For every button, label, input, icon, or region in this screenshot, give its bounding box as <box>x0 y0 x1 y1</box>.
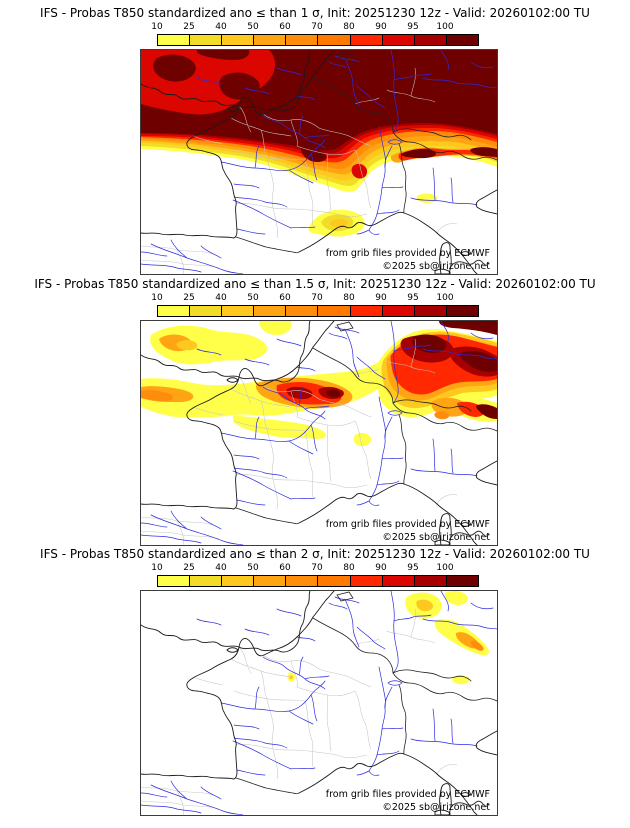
map-canvas <box>141 321 497 545</box>
colorbar-tick-label: 100 <box>436 563 454 573</box>
colorbar-segment <box>158 35 191 45</box>
colorbar-ticks: 10 25 40 50 60 70 80 90 95 100 <box>151 563 479 574</box>
colorbar-tick-label: 60 <box>279 563 291 573</box>
colorbar-segment <box>350 35 383 45</box>
probability-fill-1-5sigma <box>141 321 497 447</box>
panel-title: IFS - Probas T850 standardized ano ≤ tha… <box>40 6 590 20</box>
panel-title: IFS - Probas T850 standardized ano ≤ tha… <box>40 547 590 561</box>
email-scribble <box>453 530 489 537</box>
colorbar-segment <box>158 306 191 316</box>
colorbar-tick-label: 80 <box>343 293 355 303</box>
ecmwf-credit: from grib files provided by ECMWF <box>325 789 490 800</box>
colorbar-segment <box>414 35 447 45</box>
colorbar-tick-label: 90 <box>375 22 387 32</box>
colorbar-ticks: 10 25 40 50 60 70 80 90 95 100 <box>151 293 479 304</box>
colorbar-tick-label: 40 <box>215 22 227 32</box>
colorbar <box>157 575 479 587</box>
colorbar-tick-label: 90 <box>375 563 387 573</box>
colorbar-tick-label: 40 <box>215 563 227 573</box>
colorbar-segment <box>382 306 415 316</box>
colorbar-tick-label: 25 <box>183 563 195 573</box>
colorbar-tick-label: 25 <box>183 293 195 303</box>
colorbar-ticks: 10 25 40 50 60 70 80 90 95 100 <box>151 22 479 33</box>
colorbar-tick-label: 90 <box>375 293 387 303</box>
colorbar-segment <box>158 576 191 586</box>
probability-fill-2sigma <box>287 591 490 685</box>
colorbar-tick-label: 25 <box>183 22 195 32</box>
colorbar-segment <box>222 576 255 586</box>
colorbar-tick-label: 60 <box>279 293 291 303</box>
probability-map-1-5sigma: from grib files provided by ECMWF ©2025 … <box>140 320 498 546</box>
colorbar-segment <box>382 35 415 45</box>
colorbar-segment <box>382 576 415 586</box>
copyright-credit: ©2025 sb@irizone.net <box>382 532 490 543</box>
colorbar-segment <box>446 306 478 316</box>
ecmwf-credit: from grib files provided by ECMWF <box>325 519 490 530</box>
colorbar-segment <box>414 306 447 316</box>
colorbar-tick-label: 80 <box>343 563 355 573</box>
colorbar-segment <box>446 576 478 586</box>
colorbar-segment <box>286 576 319 586</box>
colorbar-segment <box>190 35 223 45</box>
colorbar-tick-label: 95 <box>407 563 419 573</box>
colorbar-segment <box>286 35 319 45</box>
colorbar-tick-label: 80 <box>343 22 355 32</box>
colorbar-segment <box>318 576 351 586</box>
colorbar-segment <box>318 35 351 45</box>
colorbar-tick-label: 70 <box>311 22 323 32</box>
probability-map-1sigma: from grib files provided by ECMWF ©2025 … <box>140 49 498 275</box>
colorbar-tick-label: 10 <box>151 563 163 573</box>
map-canvas <box>141 591 497 815</box>
colorbar-tick-label: 10 <box>151 22 163 32</box>
colorbar-tick-label: 100 <box>436 293 454 303</box>
colorbar-tick-label: 50 <box>247 563 259 573</box>
colorbar-tick-label: 10 <box>151 293 163 303</box>
colorbar-segment <box>350 576 383 586</box>
ecmwf-credit: from grib files provided by ECMWF <box>325 248 490 259</box>
colorbar-segment <box>286 306 319 316</box>
probability-map-2sigma: from grib files provided by ECMWF ©2025 … <box>140 590 498 816</box>
copyright-credit: ©2025 sb@irizone.net <box>382 261 490 272</box>
copyright-credit: ©2025 sb@irizone.net <box>382 802 490 813</box>
colorbar-segment <box>190 306 223 316</box>
colorbar-segment <box>414 576 447 586</box>
panel-prob-1-5sigma: IFS - Probas T850 standardized ano ≤ tha… <box>0 277 630 546</box>
colorbar-segment <box>254 35 287 45</box>
colorbar-segment <box>222 306 255 316</box>
colorbar-tick-label: 40 <box>215 293 227 303</box>
colorbar-tick-label: 50 <box>247 22 259 32</box>
panel-prob-1sigma: IFS - Probas T850 standardized ano ≤ tha… <box>0 6 630 275</box>
colorbar-segment <box>222 35 255 45</box>
colorbar-tick-label: 70 <box>311 563 323 573</box>
map-canvas <box>141 50 497 274</box>
panel-prob-2sigma: IFS - Probas T850 standardized ano ≤ tha… <box>0 547 630 816</box>
colorbar-segment <box>350 306 383 316</box>
probability-fill-1sigma <box>141 50 497 237</box>
colorbar-tick-label: 50 <box>247 293 259 303</box>
colorbar-tick-label: 95 <box>407 293 419 303</box>
colorbar <box>157 305 479 317</box>
colorbar-segment <box>254 306 287 316</box>
colorbar-segment <box>446 35 478 45</box>
email-scribble <box>453 800 489 807</box>
email-scribble <box>453 259 489 266</box>
colorbar-tick-label: 60 <box>279 22 291 32</box>
colorbar-tick-label: 95 <box>407 22 419 32</box>
colorbar <box>157 34 479 46</box>
colorbar-tick-label: 100 <box>436 22 454 32</box>
colorbar-segment <box>190 576 223 586</box>
panel-title: IFS - Probas T850 standardized ano ≤ tha… <box>34 277 596 291</box>
colorbar-tick-label: 70 <box>311 293 323 303</box>
colorbar-segment <box>318 306 351 316</box>
colorbar-segment <box>254 576 287 586</box>
